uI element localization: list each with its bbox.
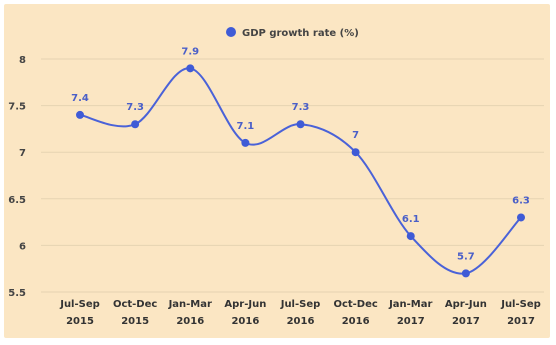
- x-tick-label: Apr-Jun 2016: [224, 299, 266, 327]
- data-label: 7.9: [181, 46, 199, 57]
- y-tick-label: 5.5: [8, 288, 26, 299]
- series-line-layer: [79, 67, 522, 275]
- data-point: [241, 138, 250, 147]
- x-tick-label: Jul-Sep 2015: [59, 299, 100, 327]
- chart-panel: 8 7.5 7 6.5 6 5.5 Jul-Sep 2015 Oct-Dec 2015 Jan-M…: [4, 4, 550, 338]
- legend: GDP growth rate (%): [226, 27, 359, 39]
- data-point: [517, 213, 525, 222]
- data-label: 6.1: [402, 214, 420, 225]
- x-tick-label: Jul-Sep 2016: [280, 299, 321, 327]
- data-point: [186, 64, 195, 73]
- series-markers: [76, 64, 525, 278]
- x-tick-label: Oct-Dec 2016: [333, 299, 377, 327]
- data-point: [76, 110, 84, 119]
- data-label: 7: [352, 130, 359, 141]
- data-point: [131, 120, 140, 129]
- x-tick-label: Jul-Sep 2017: [500, 299, 541, 327]
- data-label: 7.3: [126, 102, 144, 113]
- legend-marker: [226, 27, 236, 37]
- x-tick-label: Oct-Dec 2015: [113, 299, 157, 327]
- data-labels: 7.4 7.3 7.9 7.1 7.3 7 6.1 5.7 6.3: [71, 46, 530, 262]
- grid-lines: [41, 58, 544, 293]
- y-tick-label: 7: [19, 148, 26, 159]
- data-point: [461, 269, 470, 278]
- y-tick-label: 6: [19, 241, 26, 252]
- data-point: [296, 120, 305, 129]
- x-axis-ticks: Jul-Sep 2015 Oct-Dec 2015 Jan-Mar 2016 Apr-Jun…: [59, 299, 541, 327]
- x-tick-label: Apr-Jun 2017: [445, 299, 487, 327]
- data-label: 5.7: [457, 251, 475, 262]
- y-tick-label: 8: [19, 55, 26, 66]
- data-label: 6.3: [512, 195, 530, 206]
- series-line: [79, 67, 522, 275]
- data-label: 7.3: [292, 102, 310, 113]
- data-label: 7.4: [71, 93, 89, 104]
- legend-label: GDP growth rate (%): [242, 28, 359, 39]
- y-axis-ticks: 8 7.5 7 6.5 6 5.5: [8, 55, 26, 299]
- data-point: [351, 148, 360, 157]
- data-point: [406, 232, 415, 241]
- x-tick-label: Jan-Mar 2017: [388, 299, 432, 327]
- data-label: 7.1: [237, 121, 255, 132]
- y-tick-label: 7.5: [8, 102, 26, 113]
- x-tick-label: Jan-Mar 2016: [168, 299, 212, 327]
- line-chart: 8 7.5 7 6.5 6 5.5 Jul-Sep 2015 Oct-Dec 2015 Jan-M…: [8, 27, 544, 327]
- y-tick-label: 6.5: [8, 195, 26, 206]
